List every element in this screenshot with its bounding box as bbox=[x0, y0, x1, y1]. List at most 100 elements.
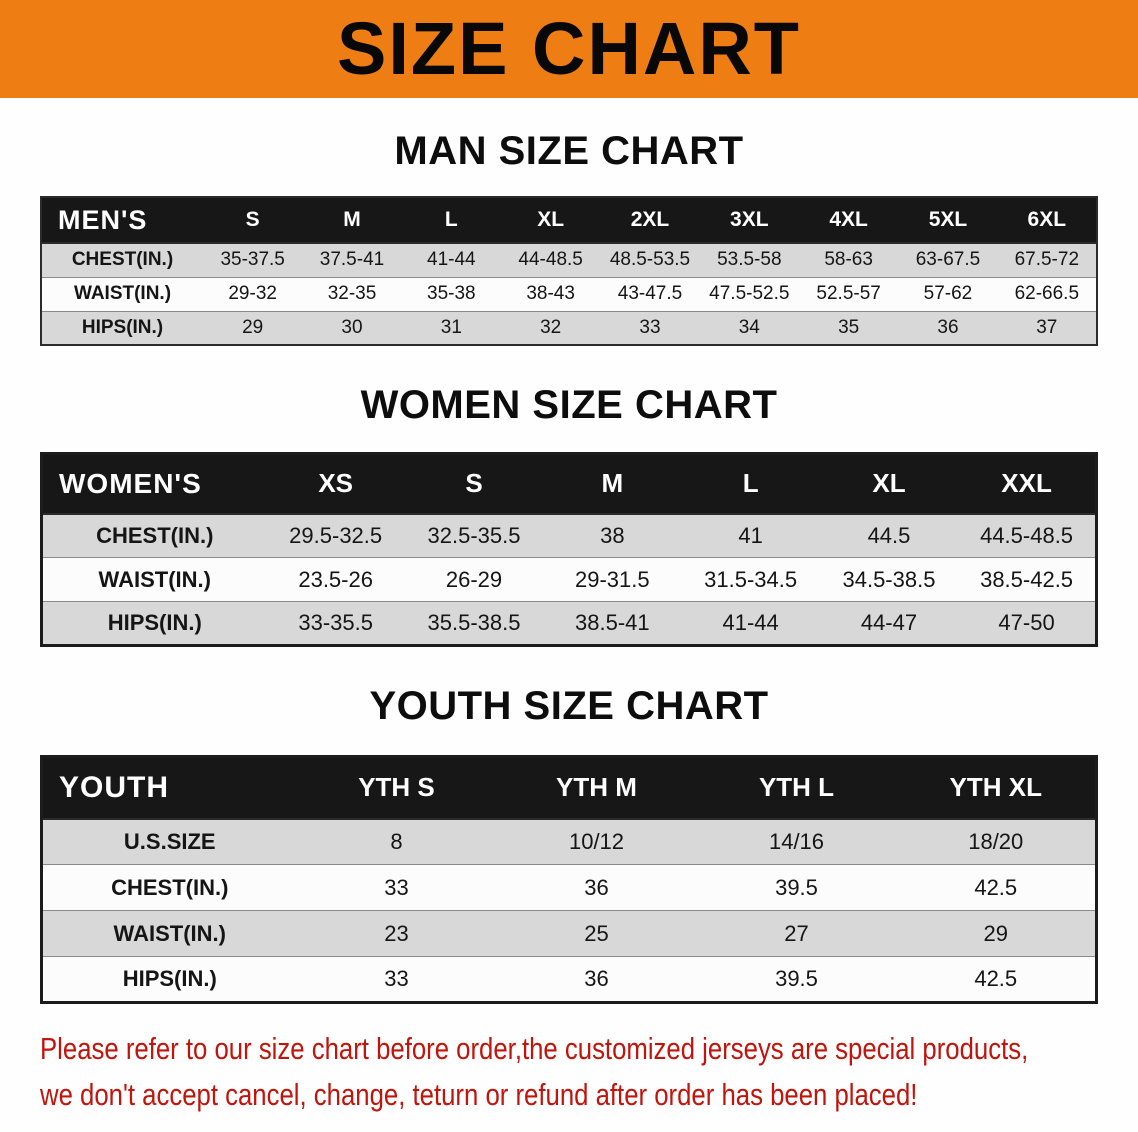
size-value-cell: 29 bbox=[242, 316, 264, 338]
disclaimer-line-2: we don't accept cancel, change, teturn o… bbox=[40, 1077, 918, 1112]
size-value-cell: 44-47 bbox=[860, 610, 918, 635]
size-value-cell: 62-66.5 bbox=[1014, 283, 1080, 304]
size-value-cell: 57-62 bbox=[923, 283, 973, 304]
men-section-heading: MAN SIZE CHART bbox=[394, 129, 744, 173]
banner: SIZE CHART bbox=[0, 0, 1138, 98]
row-label: WAIST(IN.) bbox=[113, 920, 226, 946]
size-column-header: S bbox=[203, 197, 303, 243]
size-value-cell: 26-29 bbox=[445, 566, 503, 592]
size-value-cell: 37.5-41 bbox=[319, 249, 385, 271]
size-value-cell: 23.5-26 bbox=[298, 566, 373, 592]
size-value-cell: 29 bbox=[983, 920, 1008, 946]
youth-size-section: YOUTH SIZE CHART YOUTH YTH S YTH M YTH L YTH… bbox=[0, 647, 1138, 1004]
size-column-header: XL bbox=[819, 453, 959, 514]
table-group-label: MEN'S bbox=[41, 197, 203, 243]
table-group-label: YOUTH bbox=[41, 756, 297, 819]
table-row: CHEST(IN.) 29.5-32.5 32.5-35.5 38 41 44.5 44.5… bbox=[41, 513, 1097, 558]
size-column-header: YTH M bbox=[496, 756, 697, 819]
size-column-header: XXL bbox=[958, 453, 1097, 514]
size-column-header: M bbox=[302, 197, 402, 243]
size-value-cell: 32 bbox=[540, 316, 562, 338]
size-value-cell: 41-44 bbox=[722, 610, 779, 635]
size-value-cell: 37 bbox=[1036, 316, 1058, 338]
youth-section-heading: YOUTH SIZE CHART bbox=[369, 684, 769, 728]
size-column-header: 5XL bbox=[898, 197, 998, 243]
size-value-cell: 33 bbox=[639, 316, 661, 338]
size-value-cell: 35-37.5 bbox=[220, 249, 285, 271]
size-value-cell: 29-32 bbox=[228, 283, 277, 304]
row-label: WAIST(IN.) bbox=[98, 566, 211, 592]
size-value-cell: 32.5-35.5 bbox=[427, 522, 521, 548]
size-value-cell: 33 bbox=[384, 874, 409, 900]
size-column-header: L bbox=[401, 197, 501, 243]
size-value-cell: 44-48.5 bbox=[518, 249, 583, 271]
table-row: CHEST(IN.) 35-37.5 37.5-41 41-44 44-48.5 48.5… bbox=[41, 243, 1097, 277]
table-row: HIPS(IN.) 33 36 39.5 42.5 bbox=[41, 956, 1097, 1003]
size-value-cell: 36 bbox=[584, 966, 609, 991]
table-header-row: MEN'S S M L XL 2XL 3XL 4XL 5XL 6XL bbox=[41, 197, 1097, 243]
size-value-cell: 36 bbox=[937, 316, 959, 338]
size-value-cell: 29-31.5 bbox=[575, 566, 650, 592]
size-value-cell: 31.5-34.5 bbox=[704, 566, 798, 592]
page-title: SIZE CHART bbox=[337, 7, 801, 90]
women-size-table: WOMEN'S XS S M L XL XXL CHEST(IN.) 29.5-32.5 32.5… bbox=[40, 452, 1098, 647]
row-label: WAIST(IN.) bbox=[73, 283, 172, 304]
table-row: HIPS(IN.) 33-35.5 35.5-38.5 38.5-41 41-44 44-… bbox=[41, 601, 1097, 646]
size-column-header: M bbox=[543, 453, 682, 514]
size-value-cell: 63-67.5 bbox=[915, 249, 981, 271]
size-column-header: 2XL bbox=[600, 197, 700, 243]
row-label: HIPS(IN.) bbox=[107, 610, 202, 635]
row-label: CHEST(IN.) bbox=[71, 249, 174, 271]
size-column-header: L bbox=[681, 453, 820, 514]
size-value-cell: 8 bbox=[390, 828, 403, 854]
row-label: HIPS(IN.) bbox=[122, 966, 217, 991]
table-row: WAIST(IN.) 23.5-26 26-29 29-31.5 31.5-34.5 34… bbox=[41, 557, 1097, 602]
size-value-cell: 36 bbox=[584, 874, 609, 900]
table-row: WAIST(IN.) 23 25 27 29 bbox=[41, 910, 1097, 957]
men-size-section: MAN SIZE CHART MEN'S S M L XL 2XL 3XL 4XL 5XL 6XL… bbox=[0, 98, 1138, 346]
size-value-cell: 38.5-42.5 bbox=[980, 566, 1074, 592]
size-column-header: YTH XL bbox=[896, 756, 1097, 819]
size-column-header: S bbox=[404, 453, 544, 514]
disclaimer: Please refer to our size chart before or… bbox=[40, 1026, 1138, 1118]
size-value-cell: 39.5 bbox=[775, 966, 818, 991]
size-value-cell: 47.5-52.5 bbox=[709, 283, 790, 304]
size-value-cell: 23 bbox=[384, 920, 409, 946]
table-row: WAIST(IN.) 29-32 32-35 35-38 38-43 43-47.5 47.… bbox=[41, 277, 1097, 311]
size-value-cell: 31 bbox=[440, 316, 462, 338]
size-value-cell: 42.5 bbox=[974, 874, 1018, 900]
youth-size-table: YOUTH YTH S YTH M YTH L YTH XL U.S.SIZE 8 10/12… bbox=[40, 755, 1098, 1004]
size-value-cell: 67.5-72 bbox=[1014, 249, 1080, 271]
size-value-cell: 48.5-53.5 bbox=[609, 249, 691, 271]
table-header-row: WOMEN'S XS S M L XL XXL bbox=[41, 453, 1097, 514]
size-value-cell: 33-35.5 bbox=[298, 610, 373, 635]
row-label: CHEST(IN.) bbox=[111, 874, 229, 900]
size-value-cell: 35 bbox=[838, 316, 860, 338]
table-header-row: YOUTH YTH S YTH M YTH L YTH XL bbox=[41, 756, 1097, 819]
size-column-header: 6XL bbox=[997, 197, 1097, 243]
size-value-cell: 41-44 bbox=[427, 249, 476, 271]
size-column-header: YTH L bbox=[696, 756, 897, 819]
size-value-cell: 35-38 bbox=[427, 283, 476, 304]
disclaimer-line-1: Please refer to our size chart before or… bbox=[40, 1031, 1029, 1066]
size-value-cell: 18/20 bbox=[968, 828, 1024, 854]
size-value-cell: 27 bbox=[784, 920, 809, 946]
size-column-header: XL bbox=[500, 197, 601, 243]
women-section-heading: WOMEN SIZE CHART bbox=[360, 383, 778, 427]
size-value-cell: 38-43 bbox=[526, 283, 575, 304]
size-value-cell: 38.5-41 bbox=[575, 610, 650, 635]
size-value-cell: 29.5-32.5 bbox=[289, 522, 383, 548]
size-value-cell: 33 bbox=[384, 966, 409, 991]
table-row: CHEST(IN.) 33 36 39.5 42.5 bbox=[41, 864, 1097, 911]
size-value-cell: 43-47.5 bbox=[617, 283, 683, 304]
row-label: HIPS(IN.) bbox=[81, 316, 164, 338]
size-value-cell: 42.5 bbox=[974, 966, 1018, 991]
size-column-header: YTH S bbox=[296, 756, 497, 819]
size-value-cell: 34 bbox=[738, 316, 760, 338]
size-value-cell: 39.5 bbox=[775, 874, 818, 900]
size-value-cell: 44.5 bbox=[867, 522, 911, 548]
size-value-cell: 30 bbox=[341, 316, 363, 338]
size-value-cell: 10/12 bbox=[568, 828, 625, 854]
size-value-cell: 58-63 bbox=[824, 249, 873, 271]
row-label: CHEST(IN.) bbox=[96, 522, 214, 548]
